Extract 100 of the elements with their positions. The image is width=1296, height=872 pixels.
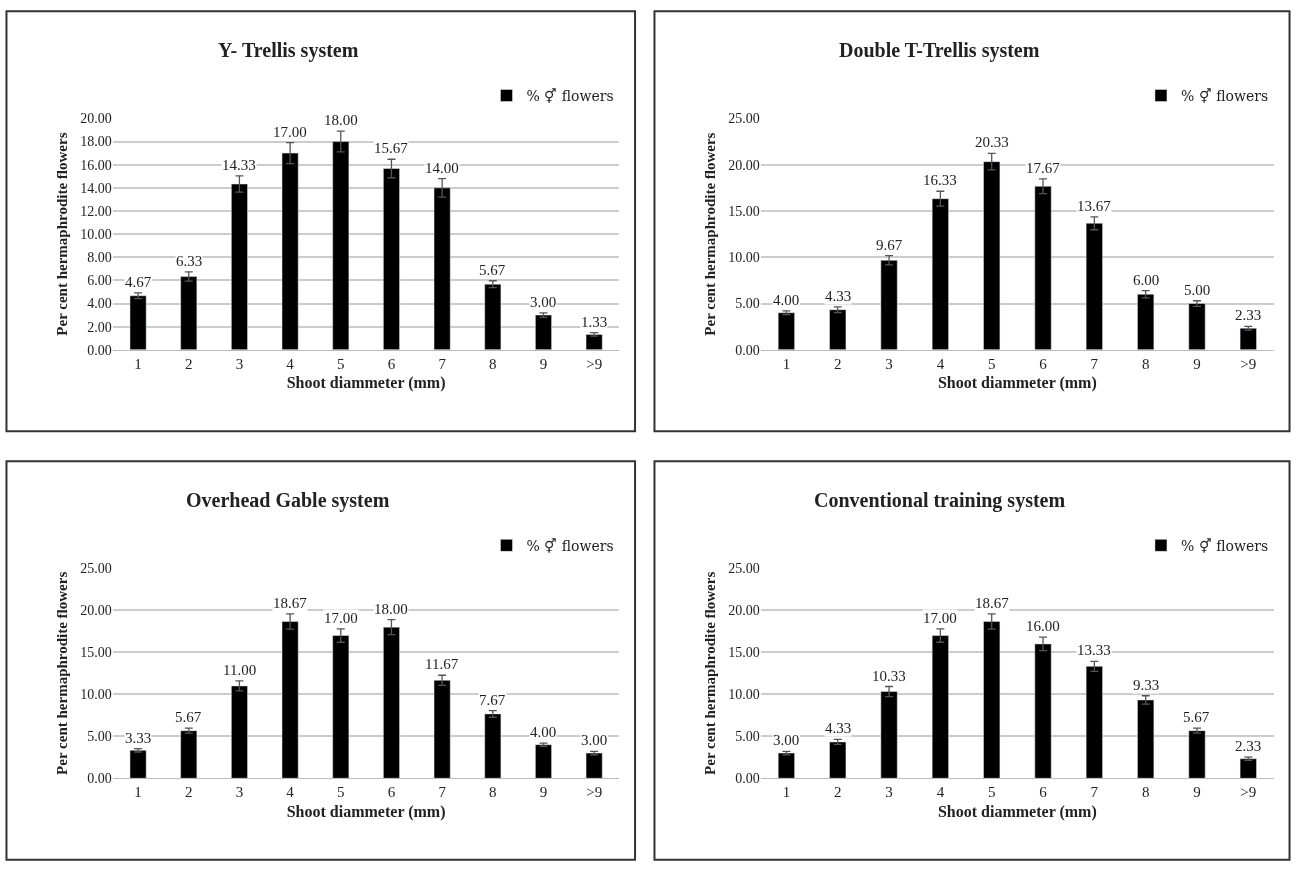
legend-label: % ⚥ flowers [1180, 87, 1269, 104]
bar [983, 161, 1001, 350]
data-label: 5.67 [175, 709, 202, 725]
y-tick-label: 15.00 [728, 203, 760, 219]
data-label: 6.00 [1133, 272, 1160, 288]
data-label: 4.67 [125, 274, 152, 290]
x-axis-title: Shoot diammeter (mm) [286, 803, 446, 821]
x-tick-label: >9 [1240, 784, 1257, 801]
bar [983, 621, 1001, 779]
data-label: 11.67 [425, 656, 459, 672]
data-label: 17.00 [324, 610, 358, 626]
x-tick-label: 7 [1090, 784, 1099, 801]
data-label: 18.00 [374, 601, 408, 617]
bar [1188, 303, 1206, 350]
y-tick-label: 20.00 [80, 603, 112, 619]
data-label: 4.33 [825, 288, 852, 304]
x-tick-label: 5 [337, 355, 345, 372]
y-tick-label: 15.00 [728, 645, 760, 661]
data-label: 14.33 [222, 157, 256, 173]
bar [1137, 294, 1155, 350]
bar [1137, 699, 1155, 779]
data-label: 2.33 [1235, 738, 1262, 754]
y-tick-label: 18.00 [80, 134, 112, 150]
y-tick-label: 5.00 [87, 729, 112, 745]
y-tick-label: 20.00 [80, 111, 112, 127]
x-tick-label: 6 [387, 784, 396, 801]
bar [484, 283, 502, 350]
x-tick-label: 7 [438, 355, 447, 372]
x-tick-label: 4 [936, 784, 945, 801]
y-tick-label: 0.00 [87, 771, 112, 787]
y-axis-title: Per cent hermaphrodite flowers [702, 132, 719, 336]
y-axis-title: Per cent hermaphrodite flowers [702, 571, 719, 775]
data-label: 20.33 [975, 134, 1009, 150]
x-tick-label: 9 [539, 355, 548, 372]
x-tick-label: 8 [1141, 784, 1150, 801]
data-label: 18.67 [975, 595, 1010, 611]
y-axis-title: Per cent hermaphrodite flowers [54, 571, 71, 775]
data-label: 14.00 [425, 160, 459, 176]
data-label: 10.33 [872, 668, 906, 684]
y-tick-label: 25.00 [728, 561, 760, 577]
x-tick-label: 2 [185, 784, 193, 801]
y-tick-label: 25.00 [80, 561, 112, 577]
data-label: 1.33 [581, 314, 608, 330]
data-label: 17.00 [273, 124, 307, 140]
data-label: 2.33 [1235, 307, 1262, 323]
chart-title: Conventional training system [814, 489, 1066, 512]
x-tick-label: 3 [885, 784, 893, 801]
bar [535, 314, 552, 350]
x-axis-title: Shoot diammeter (mm) [286, 374, 446, 393]
bar [1188, 730, 1206, 779]
bar [433, 187, 451, 350]
data-label: 13.67 [1077, 198, 1112, 214]
data-label: 13.33 [1077, 642, 1111, 658]
bar [1085, 223, 1103, 350]
x-axis-title: Shoot diammeter (mm) [937, 374, 1097, 393]
y-axis-title: Per cent hermaphrodite flowers [54, 132, 71, 336]
chart-title: Overhead Gable system [186, 489, 390, 512]
x-tick-label: 9 [539, 784, 548, 801]
y-tick-label: 20.00 [728, 157, 760, 173]
y-tick-label: 14.00 [80, 180, 112, 196]
bar [129, 750, 147, 779]
x-tick-label: 1 [134, 355, 142, 372]
bar [383, 626, 400, 779]
data-label: 3.00 [530, 294, 557, 310]
x-tick-label: 3 [885, 355, 893, 372]
bar [231, 183, 248, 350]
data-label: 11.00 [223, 662, 257, 678]
data-label: 17.00 [923, 610, 957, 626]
y-tick-label: 0.00 [735, 342, 760, 358]
x-tick-label: 1 [782, 355, 791, 372]
x-tick-label: >9 [586, 784, 603, 801]
y-tick-label: 15.00 [80, 645, 112, 661]
data-label: 18.00 [324, 112, 358, 128]
x-tick-label: 5 [337, 784, 345, 801]
bar [231, 685, 248, 779]
legend-label: % ⚥ flowers [526, 537, 614, 554]
y-tick-label: 10.00 [728, 687, 760, 703]
bar [829, 309, 847, 350]
y-tick-label: 2.00 [87, 319, 112, 335]
bar [1239, 758, 1257, 779]
bar [332, 635, 350, 779]
data-label: 4.00 [773, 292, 800, 308]
y-tick-label: 6.00 [87, 273, 112, 289]
y-tick-label: 0.00 [735, 771, 760, 787]
bar [777, 312, 795, 350]
y-tick-label: 16.00 [80, 157, 112, 173]
bar [1034, 186, 1052, 350]
x-tick-label: 4 [286, 355, 295, 372]
bar [880, 691, 898, 779]
chart-title: Y- Trellis system [218, 39, 359, 62]
x-tick-label: 8 [489, 784, 497, 801]
x-tick-label: 2 [185, 355, 193, 372]
x-tick-label: >9 [586, 355, 603, 372]
x-tick-label: 1 [782, 784, 791, 801]
x-tick-label: 5 [987, 784, 996, 801]
data-label: 3.33 [125, 730, 152, 746]
data-label: 5.67 [1183, 709, 1210, 725]
y-tick-label: 8.00 [87, 250, 112, 266]
x-tick-label: 8 [1141, 355, 1150, 372]
legend-label: % ⚥ flowers [1180, 537, 1269, 554]
